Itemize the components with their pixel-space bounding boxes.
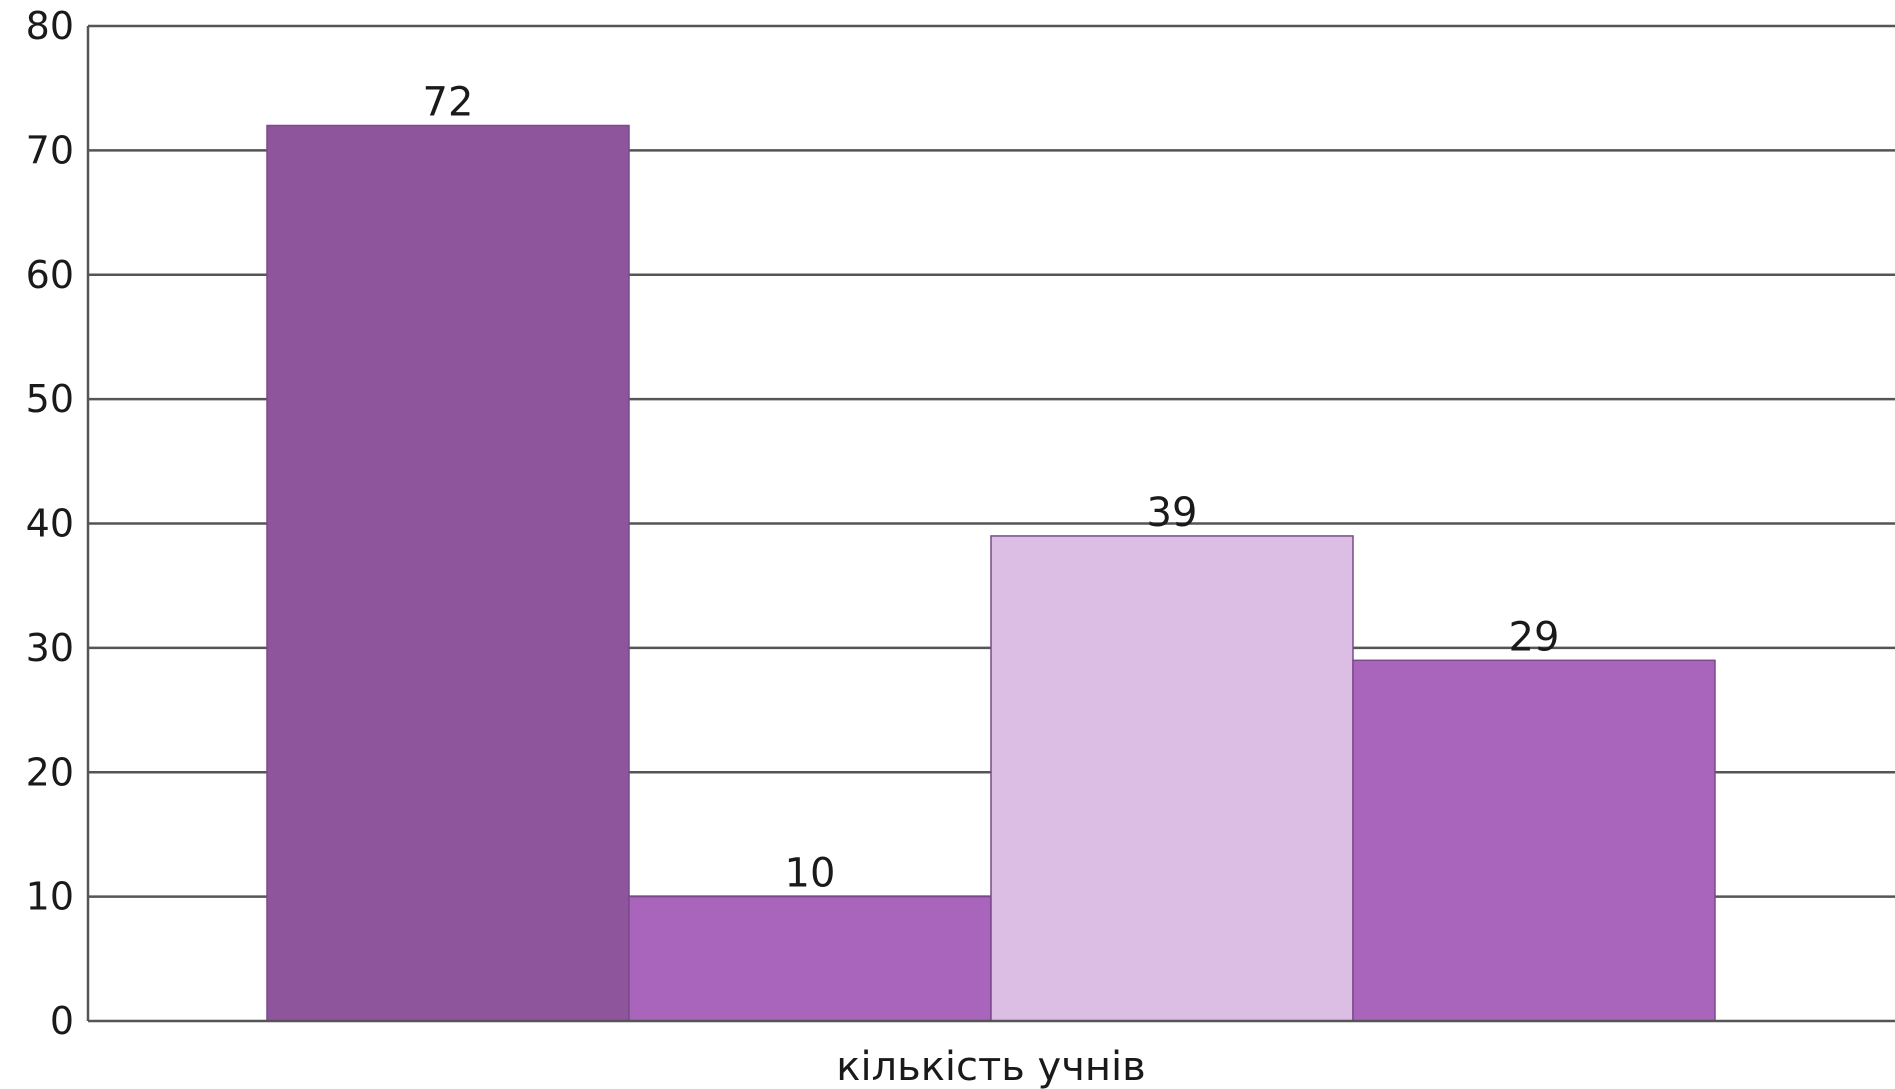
y-tick-label: 60 (26, 253, 74, 297)
y-axis-tick-labels: 0 10 20 30 40 50 60 70 80 (26, 4, 74, 1043)
bar-3 (990, 535, 1354, 1022)
y-tick-label: 50 (26, 377, 74, 421)
y-tick-label: 10 (26, 875, 74, 919)
y-tick-label: 70 (26, 128, 74, 172)
bar-4 (1352, 659, 1716, 1022)
bar-1 (266, 124, 630, 1022)
data-label-2: 10 (785, 851, 836, 897)
y-tick-label: 40 (26, 502, 74, 546)
bar-2 (628, 895, 992, 1022)
data-label-4: 29 (1509, 614, 1560, 660)
y-tick-label: 80 (26, 4, 74, 48)
x-axis-label: кількість учнів (836, 1044, 1145, 1089)
y-tick-label: 20 (26, 750, 74, 794)
data-label-1: 72 (423, 80, 474, 126)
data-label-3: 39 (1147, 490, 1198, 536)
data-labels: 72 10 39 29 (423, 80, 1560, 897)
bars (266, 124, 1716, 1022)
y-tick-label: 0 (50, 999, 74, 1043)
y-tick-label: 30 (26, 626, 74, 670)
